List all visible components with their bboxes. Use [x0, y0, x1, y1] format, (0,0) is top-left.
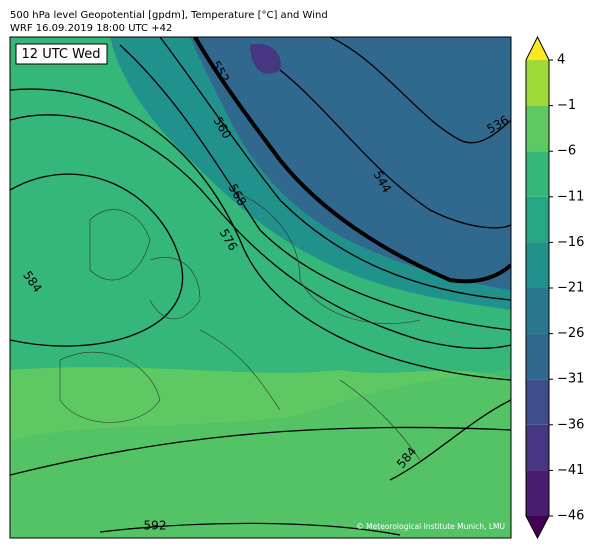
temp-region — [10, 370, 511, 538]
colorbar-tick-label: −41 — [557, 463, 584, 478]
colorbar-band — [526, 424, 549, 471]
colorbar-band — [526, 60, 549, 106]
colorbar-tick-label: −31 — [557, 372, 584, 387]
map-frame — [9, 36, 512, 539]
colorbar-tick-label: −11 — [557, 189, 584, 204]
time-label-box — [15, 43, 108, 65]
colorbar-band — [526, 288, 549, 334]
colorbar-tick-label: −21 — [557, 281, 584, 296]
colorbar-tick-label: −46 — [557, 509, 584, 524]
colorbar-band — [526, 105, 549, 152]
credit: © Meteorological Institute Munich, LMU — [356, 522, 505, 531]
colorbar-tick-label: −26 — [557, 326, 584, 341]
colorbar-tick-label: −6 — [557, 144, 576, 159]
colorbar-extend — [526, 516, 549, 538]
colorbar-band — [526, 379, 549, 425]
colorbar-band — [526, 242, 549, 288]
colorbar: −46 −41 −36 −31 −26 −21 −16 −11 −6 −1 4 — [525, 35, 584, 540]
contour-label: 592 — [144, 519, 167, 533]
contours — [10, 37, 511, 536]
time-label: 12 UTC Wed — [22, 47, 101, 62]
colorbar-tick-label: 4 — [557, 53, 565, 68]
colorbar-band — [526, 333, 549, 380]
colorbar-tick-label: −1 — [557, 98, 576, 113]
subtitle: WRF 16.09.2019 18:00 UTC +42 — [10, 23, 172, 34]
colorbar-band — [526, 196, 549, 243]
colorbar-extend — [526, 37, 549, 60]
colorbar-tick-label: −16 — [557, 235, 584, 250]
colorbar-band — [526, 151, 549, 197]
map: 12 UTC Wed © Meteorological Institute Mu… — [9, 36, 512, 539]
coastlines — [59, 189, 421, 461]
temp-region — [250, 43, 281, 74]
colorbar-tick-label: −36 — [557, 417, 584, 432]
colorbar-band — [526, 470, 549, 516]
temp-region — [190, 37, 511, 290]
title: 500 hPa level Geopotential [gpdm], Tempe… — [10, 10, 328, 21]
